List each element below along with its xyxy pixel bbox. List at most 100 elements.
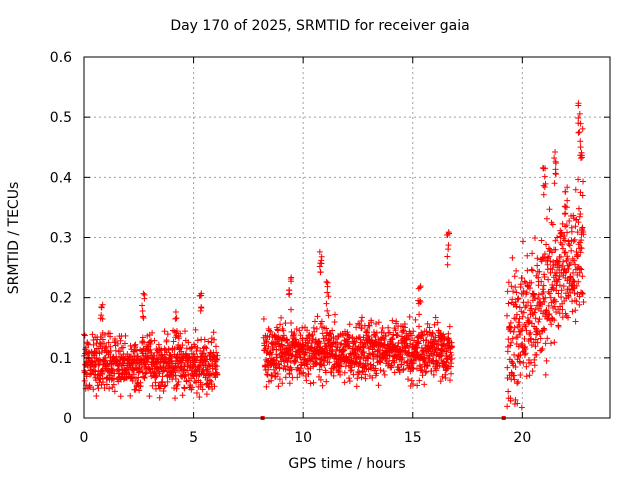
data-point bbox=[406, 313, 413, 320]
data-point bbox=[110, 381, 117, 388]
data-point bbox=[444, 231, 451, 238]
data-point bbox=[107, 333, 114, 340]
data-point bbox=[303, 377, 310, 384]
data-point bbox=[172, 395, 179, 402]
data-point bbox=[542, 340, 549, 347]
data-point bbox=[564, 229, 571, 236]
data-point bbox=[317, 268, 324, 275]
data-point bbox=[438, 347, 445, 354]
data-point bbox=[580, 298, 587, 305]
data-point bbox=[96, 340, 103, 347]
data-point bbox=[546, 253, 553, 260]
data-point bbox=[557, 253, 564, 260]
y-tick-label: 0.6 bbox=[50, 50, 72, 66]
data-point bbox=[181, 385, 188, 392]
data-point bbox=[412, 316, 419, 323]
data-point bbox=[381, 371, 388, 378]
data-point bbox=[394, 332, 401, 339]
data-point bbox=[111, 388, 118, 395]
data-point bbox=[542, 294, 549, 301]
data-point bbox=[504, 403, 511, 410]
data-point bbox=[147, 346, 154, 353]
data-point bbox=[536, 316, 543, 323]
data-point bbox=[98, 312, 105, 319]
data-point bbox=[551, 317, 558, 324]
data-point bbox=[565, 314, 572, 321]
data-point bbox=[567, 259, 574, 266]
data-point bbox=[566, 286, 573, 293]
data-point bbox=[93, 392, 100, 399]
data-point bbox=[300, 345, 307, 352]
data-point bbox=[194, 344, 201, 351]
data-point bbox=[288, 328, 295, 335]
data-point bbox=[541, 173, 548, 180]
data-point bbox=[503, 312, 510, 319]
data-point bbox=[121, 340, 128, 347]
data-point bbox=[541, 183, 548, 190]
data-point bbox=[541, 251, 548, 258]
data-point bbox=[263, 339, 270, 346]
data-point bbox=[400, 365, 407, 372]
data-point bbox=[527, 302, 534, 309]
data-point bbox=[547, 294, 554, 301]
data-point bbox=[205, 368, 212, 375]
data-point bbox=[170, 338, 177, 345]
data-point bbox=[578, 237, 585, 244]
data-point bbox=[117, 348, 124, 355]
data-point bbox=[520, 359, 527, 366]
data-point bbox=[560, 258, 567, 265]
data-point bbox=[163, 337, 170, 344]
data-point bbox=[260, 316, 267, 323]
data-point bbox=[440, 331, 447, 338]
data-point bbox=[556, 273, 563, 280]
data-point bbox=[107, 343, 114, 350]
data-point bbox=[193, 356, 200, 363]
data-point bbox=[175, 378, 182, 385]
data-point bbox=[117, 393, 124, 400]
data-point bbox=[528, 279, 535, 286]
data-point bbox=[517, 372, 524, 379]
data-point bbox=[543, 357, 550, 364]
data-point bbox=[505, 279, 512, 286]
data-point bbox=[176, 345, 183, 352]
data-point bbox=[571, 290, 578, 297]
data-point bbox=[182, 372, 189, 379]
data-point bbox=[313, 325, 320, 332]
data-point bbox=[511, 376, 518, 383]
data-point bbox=[552, 237, 559, 244]
data-point bbox=[568, 228, 575, 235]
data-point bbox=[447, 377, 454, 384]
data-point bbox=[149, 329, 156, 336]
data-point bbox=[278, 358, 285, 365]
data-point bbox=[531, 295, 538, 302]
data-point bbox=[533, 326, 540, 333]
data-point bbox=[559, 262, 566, 269]
data-point bbox=[522, 350, 529, 357]
data-point bbox=[381, 341, 388, 348]
data-point bbox=[577, 265, 584, 272]
data-point bbox=[380, 368, 387, 375]
data-point bbox=[147, 340, 154, 347]
data-point bbox=[304, 327, 311, 334]
data-point bbox=[546, 290, 553, 297]
data-point bbox=[579, 225, 586, 232]
data-point bbox=[519, 313, 526, 320]
data-point bbox=[103, 361, 110, 368]
data-point bbox=[557, 230, 564, 237]
data-point bbox=[516, 304, 523, 311]
data-point bbox=[566, 218, 573, 225]
data-point bbox=[192, 343, 199, 350]
data-point bbox=[575, 129, 582, 136]
data-point bbox=[551, 180, 558, 187]
data-point bbox=[534, 262, 541, 269]
data-point bbox=[271, 332, 278, 339]
data-point bbox=[541, 298, 548, 305]
data-point bbox=[172, 308, 179, 315]
data-point bbox=[132, 386, 139, 393]
data-point bbox=[530, 290, 537, 297]
data-point bbox=[419, 372, 426, 379]
data-point bbox=[368, 337, 375, 344]
data-point bbox=[139, 308, 146, 315]
data-point bbox=[543, 241, 550, 248]
data-point bbox=[84, 340, 91, 347]
